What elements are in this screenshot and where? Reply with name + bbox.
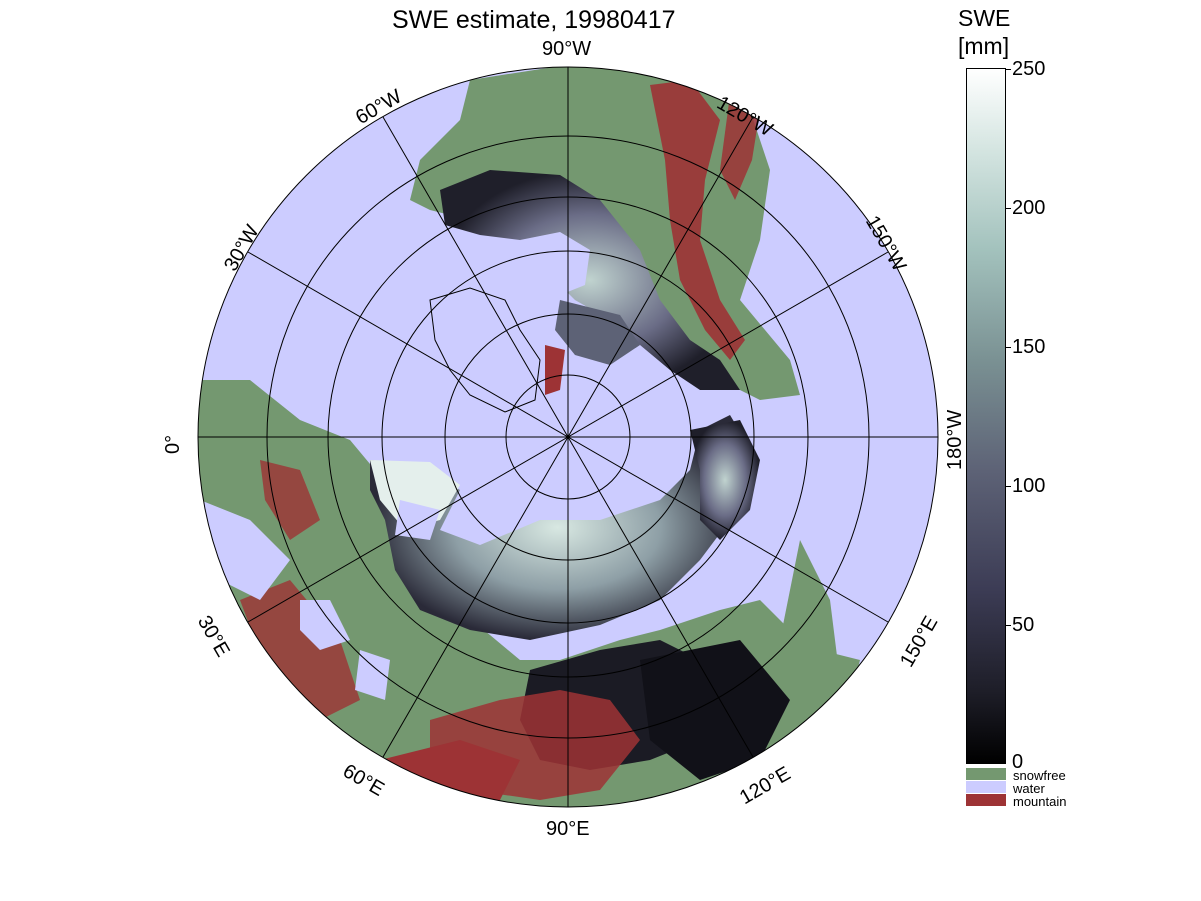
legend-label-water: water [1013, 781, 1045, 796]
colorbar [966, 68, 1006, 764]
lon-label-180w: 180°W [944, 409, 966, 470]
colorbar-tick-50: 50 [1012, 614, 1035, 636]
legend-swatch-water [966, 781, 1006, 793]
colorbar-title-line1: SWE [958, 5, 1011, 31]
chart-title: SWE estimate, 19980417 [392, 6, 676, 34]
colorbar-tick-250: 250 [1012, 58, 1046, 80]
colorbar-title-line2: [mm] [958, 33, 1010, 59]
black-sea [300, 600, 350, 650]
caspian-sea [355, 650, 390, 700]
colorbar-tick-100: 100 [1012, 475, 1046, 497]
legend-label-mountain: mountain [1013, 794, 1067, 809]
colorbar-title: SWE [mm] [958, 4, 1010, 60]
legend-swatch-mountain [966, 794, 1006, 806]
colorbar-tick-200: 200 [1012, 197, 1046, 219]
legend-swatch-snowfree [966, 768, 1006, 780]
scandinavia-mountain [260, 460, 320, 540]
hudson-bay [520, 232, 590, 295]
lon-label-90w: 90°W [542, 38, 592, 60]
graticule [197, 66, 939, 808]
canada-snow [440, 170, 740, 390]
lon-label-0: 0° [162, 434, 184, 454]
colorbar-tick-150: 150 [1012, 336, 1046, 358]
rockies-mountain [650, 80, 745, 360]
greenland-edge-mountain [545, 345, 565, 395]
legend-label-snowfree: snowfree [1013, 768, 1066, 783]
europe-mountain [240, 580, 360, 720]
greenland [429, 287, 541, 413]
far-east-snow [690, 420, 760, 540]
colorbar-tick-0: 0 [1012, 751, 1024, 773]
eurasia-snow [370, 415, 745, 640]
lon-label-90e: 90°E [546, 818, 590, 840]
